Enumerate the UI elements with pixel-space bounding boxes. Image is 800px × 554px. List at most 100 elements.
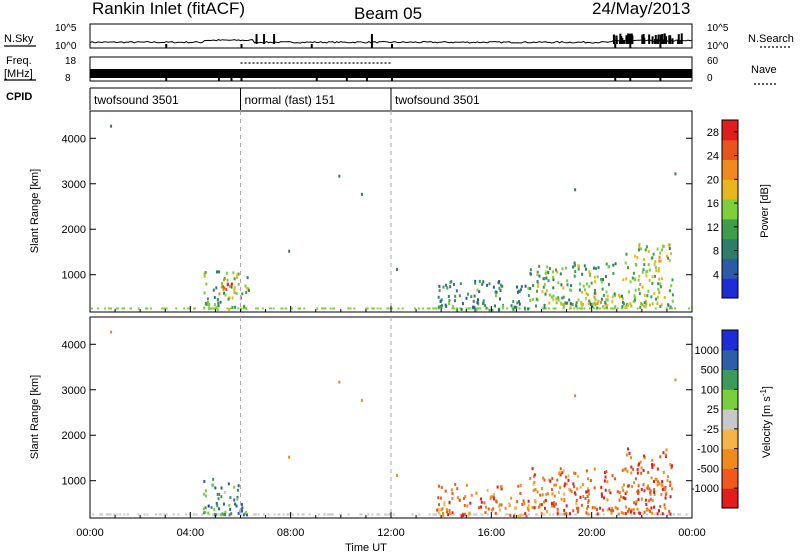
echo-pixel [164,513,167,516]
echo-pixel [450,513,453,516]
echo-pixel [230,285,233,289]
echo-pixel [653,492,656,496]
echo-pixel [646,269,649,273]
velocity-colorbar-tick-label: -500 [697,463,719,475]
echo-pixel [533,498,536,502]
echo-pixel [101,513,104,516]
echo-pixel [215,270,218,274]
echo-pixel [647,263,650,267]
echo-pixel [579,307,582,310]
echo-pixel [587,501,590,505]
echo-pixel [671,293,674,297]
y-tick-label: 1000 [62,270,86,282]
cpid-segment-label: normal (fast) 151 [245,93,336,107]
echo-pixel [558,472,561,476]
echo-pixel [653,505,656,509]
y-tick-label: 4000 [62,339,86,351]
echo-pixel [477,298,480,302]
echo-pixel [217,304,220,308]
echo-pixel [146,307,149,310]
echo-pixel [555,297,558,301]
freq-label: Freq. [6,55,32,67]
echo-pixel [467,513,470,517]
echo-pixel [548,301,551,305]
velocity-colorbar: 1000 500 100 25 -25 -100 -500 -1000 [691,329,739,509]
echo-pixel [630,513,633,516]
power-colorbar-swatch [722,278,738,299]
echo-pixel [552,501,555,505]
echo-pixel [517,484,520,488]
echo-pixel [464,512,467,516]
echo-pixel [215,305,218,309]
echo-pixel [411,513,414,516]
echo-pixel [549,479,552,483]
echo-pixel [492,494,495,498]
echo-pixel [687,307,690,310]
echo-pixel [470,295,473,299]
echo-pixel [645,270,648,274]
echo-pixel [551,476,554,480]
nsearch-spike [665,36,668,44]
echo-pixel [642,468,645,472]
echo-pixel [606,294,609,298]
echo-pixel [230,282,233,286]
echo-pixel [544,506,547,510]
nsearch-spike [263,34,266,44]
echo-pixel [666,513,669,516]
echo-pixel [426,307,429,310]
echo-pixel [524,512,527,516]
echo-pixel [269,307,272,310]
echo-pixel [605,290,608,294]
echo-pixel [574,270,577,274]
echo-pixel [662,513,665,516]
echo-pixel [109,513,112,516]
echo-pixel [229,496,232,500]
echo-pixel [648,487,651,491]
echo-pixel [600,277,603,281]
echo-pixel [449,285,452,289]
echo-pixel [285,307,288,310]
echo-pixel [303,307,306,310]
echo-pixel [643,489,646,493]
echo-pixel [504,506,507,510]
echo-pixel [501,284,504,288]
echo-pixel [193,307,196,310]
echo-pixel [562,469,565,473]
echo-pixel [535,304,538,308]
echo-pixel [563,508,566,512]
echo-pixel [668,289,671,293]
echo-pixel [576,307,579,310]
echo-pixel [365,307,368,310]
echo-pixel [577,267,580,271]
echo-pixel [192,513,195,516]
echo-pixel [606,298,609,302]
echo-pixel [591,302,594,306]
echo-pixel [539,493,542,497]
echo-pixel [466,292,469,296]
echo-pixel [401,307,404,310]
echo-pixel [376,307,379,310]
echo-pixel [432,513,435,516]
echo-pixel [631,276,634,280]
echo-pixel [218,270,221,274]
velocity-colorbar-tick-label: 100 [701,384,719,396]
freq-gap-tick [659,69,662,81]
echo-pixel [552,294,555,298]
echo-pixel [650,506,653,510]
echo-pixel [645,245,648,249]
freq-trace [90,62,692,81]
echo-pixel [486,513,489,516]
echo-pixel [653,463,656,467]
echo-pixel [452,304,455,308]
x-tick-label: 16:00 [478,527,506,539]
power-colorbar-frame [721,119,739,299]
echo-pixel [215,513,218,516]
echo-pixel [543,500,546,504]
freq-gap-tick [217,69,220,81]
echo-pixel [644,498,647,502]
echo-pixel [498,297,501,301]
echo-pixel [493,304,496,308]
echo-pixel [590,281,593,285]
echo-pixel [606,307,609,310]
echo-pixel [641,285,644,289]
